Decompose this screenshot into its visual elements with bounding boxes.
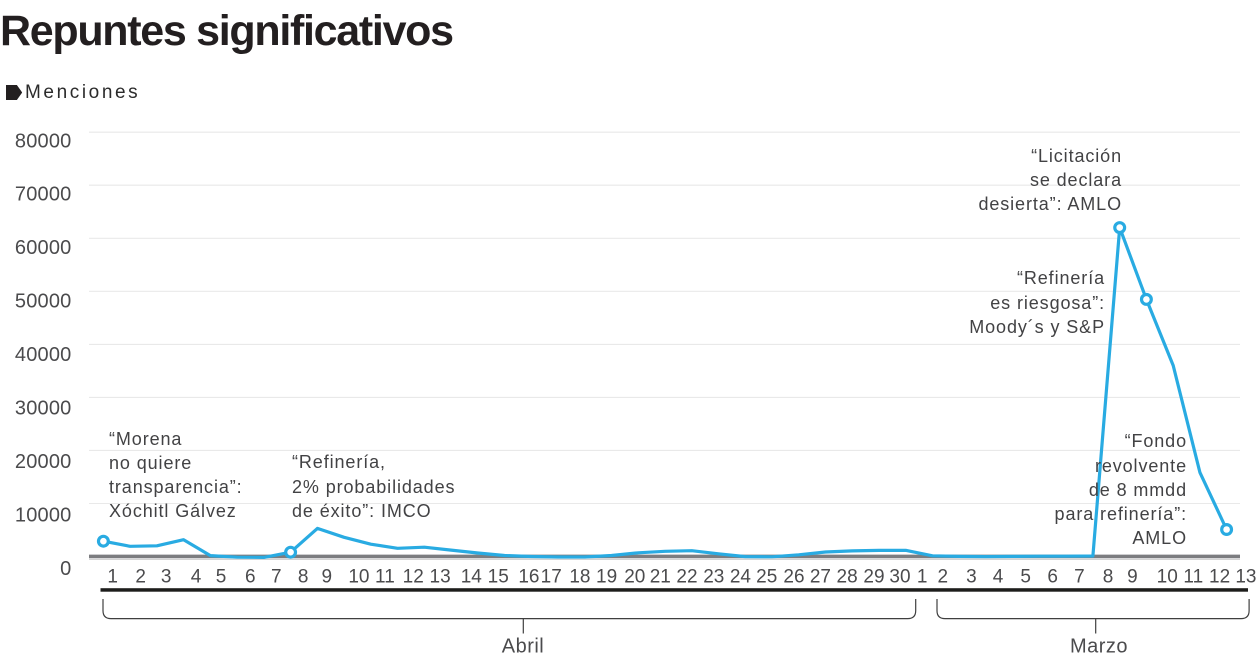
svg-text:14: 14 [461, 567, 483, 588]
svg-text:12: 12 [1209, 567, 1230, 588]
svg-text:27: 27 [810, 567, 831, 588]
svg-text:1: 1 [107, 567, 118, 588]
svg-text:Marzo: Marzo [1070, 636, 1128, 658]
svg-text:10000: 10000 [15, 504, 72, 526]
svg-text:23: 23 [703, 567, 724, 588]
svg-text:21: 21 [650, 567, 671, 588]
svg-text:5: 5 [1020, 567, 1031, 588]
svg-text:10: 10 [348, 567, 369, 588]
svg-text:11: 11 [375, 567, 395, 588]
svg-text:40000: 40000 [15, 344, 72, 366]
svg-text:22: 22 [676, 567, 697, 588]
svg-text:20000: 20000 [15, 451, 72, 473]
svg-text:11: 11 [1183, 567, 1203, 588]
svg-text:9: 9 [1127, 567, 1138, 588]
svg-text:2: 2 [135, 567, 146, 588]
svg-text:50000: 50000 [15, 291, 72, 313]
svg-text:4: 4 [191, 567, 202, 588]
svg-text:28: 28 [837, 567, 858, 588]
svg-text:80000: 80000 [15, 130, 72, 152]
svg-text:30000: 30000 [15, 398, 72, 420]
svg-text:17: 17 [541, 567, 562, 588]
svg-text:1: 1 [917, 567, 928, 588]
svg-text:18: 18 [569, 567, 590, 588]
svg-text:13: 13 [1235, 567, 1256, 588]
svg-text:24: 24 [730, 567, 752, 588]
svg-text:8: 8 [1103, 567, 1114, 588]
svg-text:7: 7 [271, 567, 282, 588]
svg-text:26: 26 [783, 567, 804, 588]
svg-text:25: 25 [756, 567, 777, 588]
svg-text:13: 13 [430, 567, 451, 588]
svg-text:15: 15 [488, 567, 509, 588]
svg-text:7: 7 [1074, 567, 1085, 588]
svg-text:3: 3 [966, 567, 977, 588]
svg-text:Abril: Abril [502, 636, 545, 658]
svg-text:3: 3 [161, 567, 172, 588]
svg-text:5: 5 [216, 567, 227, 588]
svg-text:4: 4 [993, 567, 1004, 588]
svg-text:0: 0 [60, 558, 71, 580]
svg-text:8: 8 [298, 567, 309, 588]
svg-text:12: 12 [403, 567, 424, 588]
svg-text:30: 30 [889, 567, 910, 588]
svg-text:10: 10 [1157, 567, 1178, 588]
svg-text:29: 29 [863, 567, 884, 588]
svg-text:9: 9 [322, 567, 333, 588]
svg-text:2: 2 [938, 567, 949, 588]
svg-text:70000: 70000 [15, 184, 72, 206]
svg-text:6: 6 [1047, 567, 1058, 588]
svg-text:20: 20 [624, 567, 645, 588]
svg-text:6: 6 [245, 567, 256, 588]
svg-text:19: 19 [596, 567, 617, 588]
svg-text:60000: 60000 [15, 237, 72, 259]
svg-text:16: 16 [518, 567, 539, 588]
